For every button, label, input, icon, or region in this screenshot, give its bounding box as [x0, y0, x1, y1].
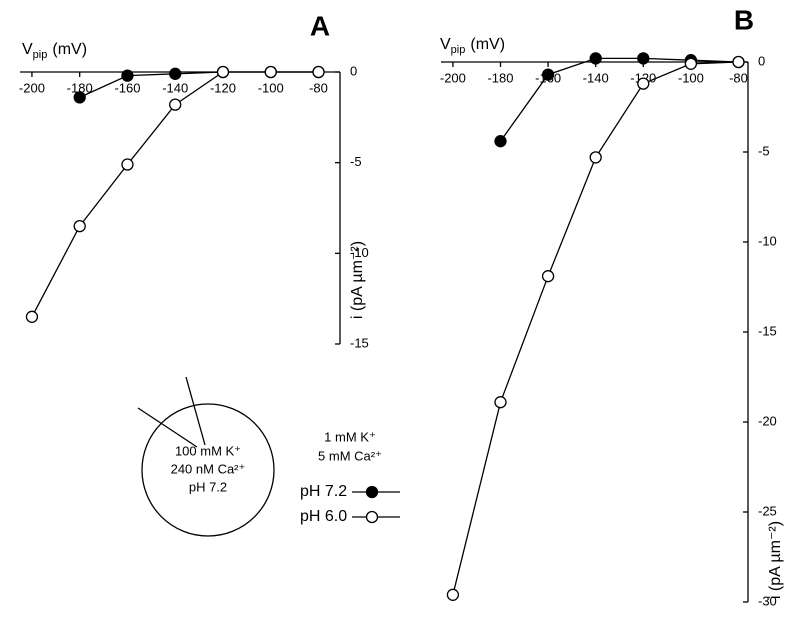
legend-marker: [365, 485, 379, 499]
data-point: [264, 65, 277, 79]
pipette-solution: 240 nM Ca²⁺: [171, 461, 246, 476]
series-line: [499, 57, 739, 142]
x-label-main: V: [440, 36, 451, 53]
x-tick-label: -180: [487, 70, 513, 85]
x-tick-label: -180: [67, 80, 93, 95]
pipette-wall: [137, 407, 198, 448]
x-label-unit: (mV): [470, 36, 505, 53]
x-tick-label: -140: [162, 80, 188, 95]
x-tick-label: -160: [114, 80, 140, 95]
y-tick-label: -25: [758, 503, 777, 518]
pipette-solution: pH 7.2: [189, 479, 227, 494]
data-point: [25, 310, 39, 323]
x-label-unit: (mV): [52, 41, 87, 58]
data-point: [494, 135, 507, 148]
x-tick-label: -100: [678, 70, 704, 85]
legend-marker: [365, 510, 379, 524]
y-axis-label: i (pA µm⁻²): [349, 241, 366, 319]
data-point: [637, 52, 650, 65]
data-point: [541, 68, 555, 81]
data-point: [541, 270, 555, 283]
data-point: [73, 219, 86, 233]
y-tick-label: -10: [758, 233, 777, 248]
x-tick-label: -140: [583, 70, 609, 85]
y-tick-label: -10: [350, 245, 369, 260]
data-point: [312, 65, 325, 79]
y-tick-label: -15: [758, 323, 777, 338]
legend-label: pH 7.2: [300, 483, 347, 500]
pipette-wall: [185, 376, 206, 446]
data-point: [216, 65, 230, 79]
y-tick-label: -5: [758, 143, 770, 158]
data-point: [589, 52, 602, 65]
y-tick-label: 0: [350, 63, 357, 78]
data-point: [589, 151, 602, 164]
x-axis-label: Vpip (mV): [22, 41, 87, 61]
data-point: [446, 588, 460, 601]
x-axis-label: Vpip (mV): [440, 36, 505, 56]
x-tick-label: -200: [440, 70, 466, 85]
panel-label: B: [734, 4, 754, 35]
data-point: [73, 91, 86, 104]
data-point: [121, 158, 134, 171]
data-point: [169, 98, 182, 111]
x-tick-label: -200: [19, 80, 45, 95]
data-point: [684, 57, 698, 70]
data-point: [494, 396, 507, 409]
data-point: [121, 69, 134, 82]
y-tick-label: -20: [758, 413, 777, 428]
y-tick-label: 0: [758, 53, 765, 68]
x-label-sub: pip: [33, 49, 48, 61]
data-point: [732, 55, 745, 69]
legend-label: pH 6.0: [300, 508, 347, 525]
bath-solution: 5 mM Ca²⁺: [318, 448, 382, 463]
data-point: [637, 77, 650, 90]
y-tick-label: -30: [758, 593, 777, 608]
y-tick-label: -15: [350, 335, 369, 350]
x-label-main: V: [22, 41, 33, 58]
y-axis-label: i (pA µm⁻²): [767, 521, 784, 599]
panel-label: A: [310, 10, 330, 41]
x-tick-label: -80: [309, 80, 328, 95]
y-tick-label: -5: [350, 154, 362, 169]
data-point: [169, 67, 182, 80]
x-label-sub: pip: [451, 44, 466, 56]
pipette-solution: 100 mM K⁺: [175, 443, 241, 458]
x-tick-label: -120: [210, 80, 236, 95]
x-tick-label: -80: [729, 70, 748, 85]
x-tick-label: -100: [258, 80, 284, 95]
cell-outline: [141, 403, 275, 537]
bath-solution: 1 mM K⁺: [324, 429, 376, 444]
